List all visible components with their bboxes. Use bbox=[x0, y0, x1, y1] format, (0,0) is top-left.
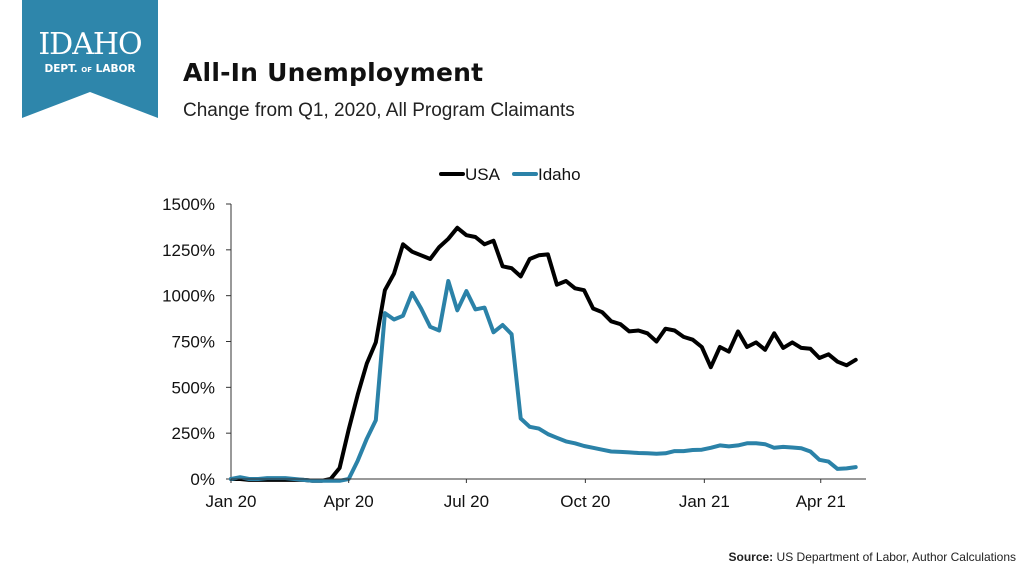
legend-label-usa: USA bbox=[465, 165, 501, 184]
x-tick-label: Oct 20 bbox=[560, 492, 610, 511]
y-tick-label: 0% bbox=[190, 470, 215, 489]
source-text: US Department of Labor, Author Calculati… bbox=[776, 550, 1016, 564]
logo-labor: LABOR bbox=[96, 63, 136, 75]
svg-text:DEPT. OF LABOR: DEPT. OF LABOR bbox=[44, 63, 135, 75]
legend-label-idaho: Idaho bbox=[538, 165, 581, 184]
y-tick-label: 250% bbox=[172, 424, 215, 443]
source-label: Source: bbox=[728, 550, 774, 564]
y-tick-label: 750% bbox=[172, 333, 215, 352]
page-title: All-In Unemployment bbox=[183, 58, 484, 87]
idaho-dept-of-labor-logo: IDAHO DEPT. OF LABOR bbox=[22, 0, 158, 118]
x-tick-label: Apr 20 bbox=[324, 492, 374, 511]
y-tick-label: 500% bbox=[172, 378, 215, 397]
logo-of: OF bbox=[81, 66, 92, 74]
logo-dept: DEPT. bbox=[44, 63, 77, 75]
y-tick-label: 1500% bbox=[162, 195, 215, 214]
y-tick-label: 1250% bbox=[162, 241, 215, 260]
logo-word: IDAHO bbox=[38, 27, 141, 62]
page-subtitle: Change from Q1, 2020, All Program Claima… bbox=[183, 100, 575, 121]
x-tick-label: Jan 20 bbox=[205, 492, 256, 511]
y-tick-label: 1000% bbox=[162, 287, 215, 306]
series-line-usa bbox=[229, 225, 858, 483]
x-tick-label: Jan 21 bbox=[679, 492, 730, 511]
source-note: Source: US Department of Labor, Author C… bbox=[729, 550, 1017, 564]
x-tick-label: Jul 20 bbox=[444, 492, 489, 511]
series-line-idaho bbox=[229, 279, 858, 483]
x-tick-label: Apr 21 bbox=[796, 492, 846, 511]
